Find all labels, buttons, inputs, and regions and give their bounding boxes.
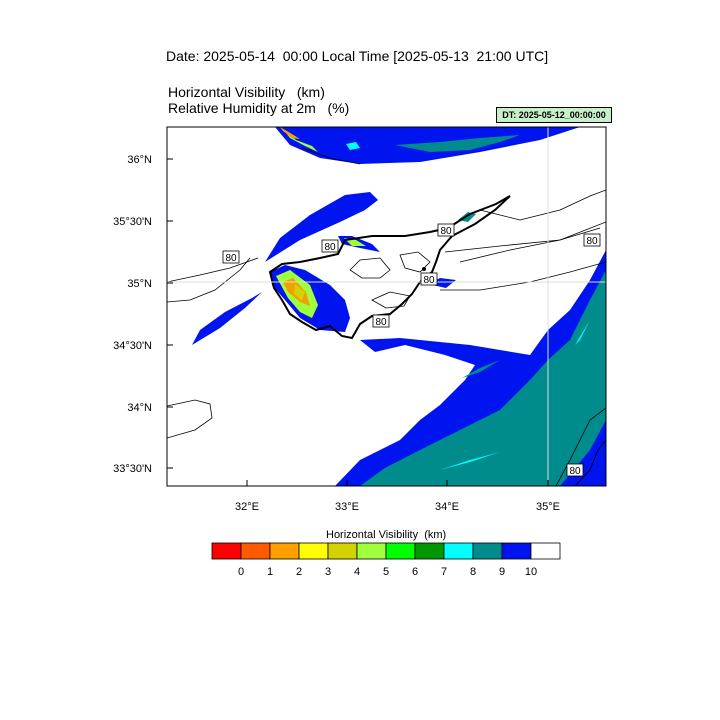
- vis-band-north-teal: [395, 135, 520, 152]
- lat-tick-label: 36°N: [127, 154, 152, 166]
- vis-patch-north-cyan: [346, 142, 360, 150]
- vis-band-southwest: [192, 292, 262, 345]
- city-marker: [422, 267, 426, 271]
- colorbar-swatch: [443, 542, 474, 560]
- rh-contours: [167, 147, 606, 486]
- vis-patch-north-low: [282, 128, 318, 152]
- contour-label-box: [372, 314, 390, 328]
- contour-label-box: [583, 233, 601, 247]
- contour-label: 80: [324, 242, 336, 253]
- vis-patch-north-yellow: [280, 127, 300, 139]
- colorbar-title: Horizontal Visibility (km): [326, 529, 447, 541]
- lat-tick-label: 34°N: [127, 402, 152, 414]
- colorbar-swatch: [240, 542, 271, 560]
- colorbar-label: 3: [325, 566, 331, 578]
- colorbar-label: 9: [499, 566, 505, 578]
- lat-tick-label: 35°N: [127, 278, 152, 290]
- lat-tick-label: 35°30'N: [113, 216, 152, 228]
- contour-label: 80: [569, 466, 581, 477]
- colorbar-label: 10: [525, 566, 537, 578]
- colorbar-label: 4: [354, 566, 360, 578]
- map-frame: [166, 126, 607, 487]
- colorbar-label: 5: [383, 566, 389, 578]
- contour-label: 80: [586, 236, 598, 247]
- colorbar-swatch: [414, 542, 445, 560]
- contour-label-box: [566, 463, 584, 477]
- contour-label-box: [420, 272, 438, 286]
- colorbar-label: 0: [238, 566, 244, 578]
- contour-label-box: [321, 239, 339, 253]
- colorbar-swatch: [211, 542, 242, 560]
- vis-band-south-teal: [360, 270, 606, 486]
- colorbar-label: 1: [267, 566, 273, 578]
- lat-tick-label: 33°30'N: [113, 463, 152, 475]
- vis-band-southeast-teal: [462, 360, 500, 378]
- contour-label: 80: [440, 226, 452, 237]
- visibility-title: Horizontal Visibility (km): [168, 84, 325, 100]
- colorbar-swatch: [530, 542, 561, 560]
- latitude-axis: 36°N 35°30'N 35°N 34°30'N 34°N 33°30'N: [113, 154, 173, 475]
- colorbar-swatch: [269, 542, 300, 560]
- colorbar-swatch: [298, 542, 329, 560]
- lon-tick-label: 33°E: [335, 501, 359, 513]
- contour-label: 80: [375, 317, 387, 328]
- lon-tick-label: 34°E: [435, 501, 459, 513]
- contour-labels: 80 80 80 80 80 80 80: [222, 223, 601, 477]
- date-title: Date: 2025-05-14 00:00 Local Time [2025-…: [166, 48, 549, 64]
- colorbar-swatch: [501, 542, 532, 560]
- map-plot-area: [167, 127, 606, 486]
- lat-tick-label: 34°30'N: [113, 340, 152, 352]
- vis-patch-cyprus-west-yellow: [294, 284, 305, 300]
- colorbar-swatch: [327, 542, 358, 560]
- colorbar-label: 7: [441, 566, 447, 578]
- cyprus-coastline: [268, 195, 511, 340]
- colorbar-swatch: [356, 542, 387, 560]
- lon-tick-label: 32°E: [235, 501, 259, 513]
- dt-badge: DT: 2025-05-12_00:00:00: [496, 107, 612, 123]
- contour-label: 80: [423, 275, 435, 286]
- longitude-axis: 32°E 33°E 34°E 35°E: [235, 480, 560, 513]
- graticule: [167, 127, 606, 486]
- contour-label-box: [437, 223, 455, 237]
- colorbar-swatch: [385, 542, 416, 560]
- vis-patch-south-cyan: [440, 452, 500, 470]
- colorbar: 0 1 2 3 4 5 6 7 8 9 10: [211, 542, 561, 578]
- colorbar-label: 2: [296, 566, 302, 578]
- humidity-title: Relative Humidity at 2m (%): [168, 100, 350, 116]
- colorbar-label: 8: [470, 566, 476, 578]
- contour-label-box: [222, 250, 240, 264]
- lon-tick-label: 35°E: [536, 501, 560, 513]
- vis-band-west: [265, 192, 378, 262]
- contour-label: 80: [225, 253, 237, 264]
- colorbar-swatch: [472, 542, 503, 560]
- colorbar-label: 6: [412, 566, 418, 578]
